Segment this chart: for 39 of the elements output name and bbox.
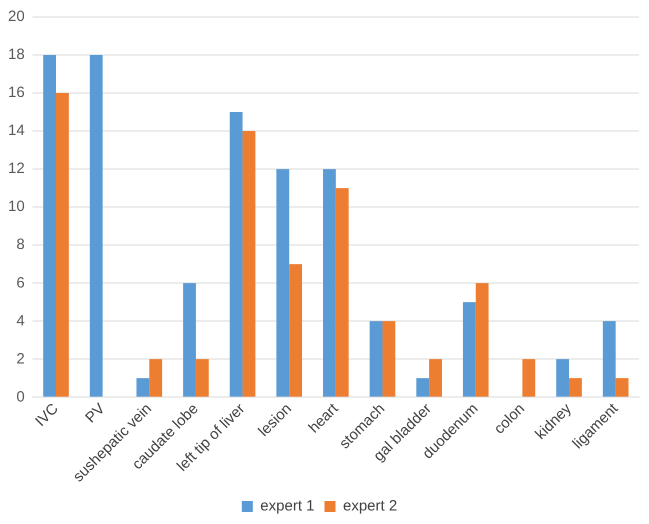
y-tick-label: 0: [16, 388, 25, 406]
bar: [476, 283, 489, 397]
bar: [149, 359, 162, 397]
bar: [276, 169, 290, 397]
bar: [569, 378, 582, 397]
bar: [336, 188, 349, 397]
bar: [230, 112, 243, 397]
bar: [136, 378, 150, 397]
y-tick-label: 2: [16, 350, 25, 368]
legend-label: expert 1: [260, 498, 315, 515]
bar: [382, 321, 396, 397]
bar: [556, 359, 570, 397]
bar: [323, 169, 336, 397]
bar: [522, 359, 536, 397]
x-tick-label: PV: [82, 400, 108, 426]
y-tick-label: 16: [8, 84, 25, 102]
bar: [56, 93, 69, 397]
legend-label: expert 2: [343, 498, 398, 515]
y-tick-label: 18: [8, 46, 25, 64]
bar: [462, 302, 476, 397]
bar: [242, 131, 256, 397]
bar: [196, 359, 209, 397]
bar: [43, 55, 56, 397]
bar: [90, 55, 103, 397]
bar: [429, 359, 442, 397]
bar: [183, 283, 196, 397]
bar: [416, 378, 430, 397]
bar: [289, 264, 302, 397]
y-tick-label: 10: [8, 198, 25, 216]
y-tick-label: 8: [16, 236, 25, 254]
bar: [370, 321, 382, 397]
y-tick-label: 14: [8, 122, 25, 140]
bar: [602, 321, 616, 397]
y-tick-label: 12: [8, 160, 25, 178]
y-tick-label: 20: [8, 8, 25, 26]
x-tick-label: IVC: [32, 400, 62, 430]
bar: [616, 378, 629, 397]
y-tick-label: 6: [16, 274, 25, 292]
y-tick-label: 4: [16, 312, 25, 330]
